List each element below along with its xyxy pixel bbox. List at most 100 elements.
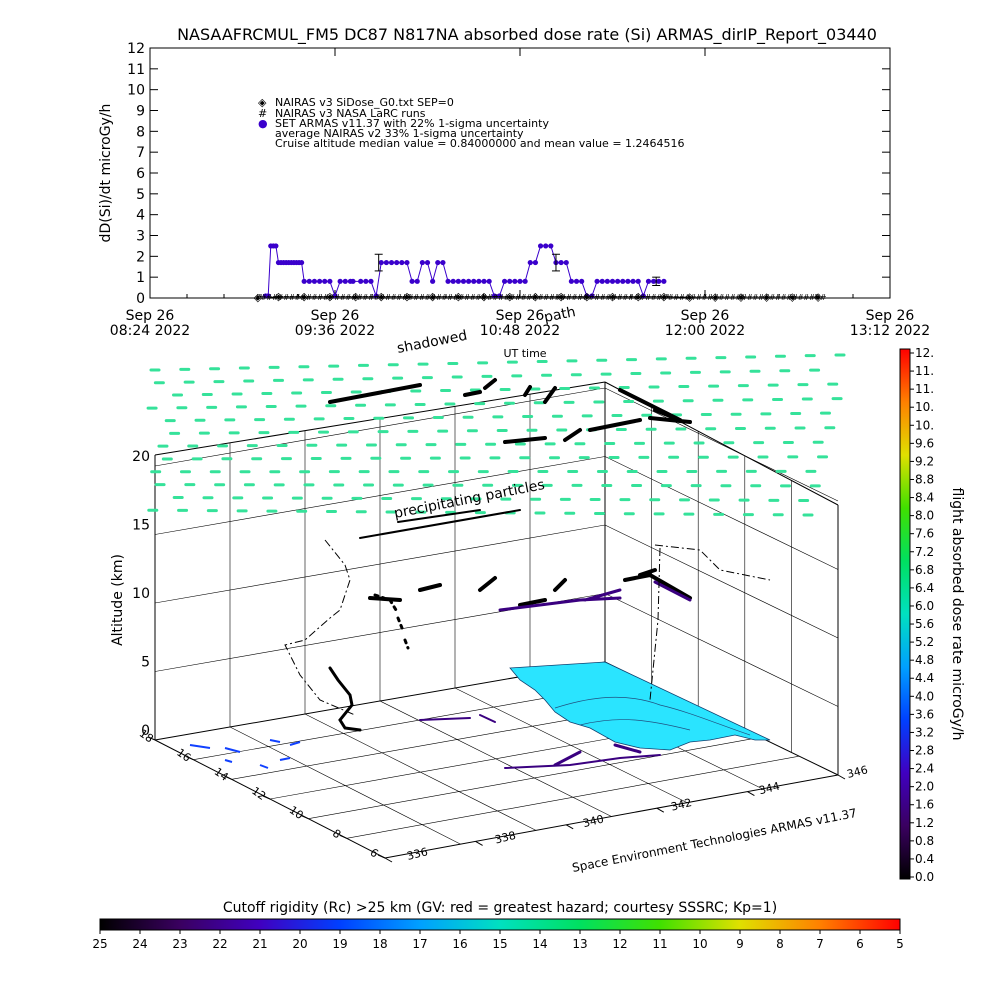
nairas-larc-point: #: [792, 293, 799, 302]
dose-rate-tick-label: 3.6: [915, 707, 934, 721]
rigidity-tick-label: 6: [856, 937, 864, 951]
armas-point: [609, 278, 616, 284]
armas-point: [486, 278, 492, 284]
armas-point: [615, 278, 621, 284]
latitude-tick-mark: [339, 834, 347, 839]
armas-point: [656, 278, 662, 284]
figure-title: NASAAFRCMUL_FM5 DC87 N817NA absorbed dos…: [177, 25, 877, 45]
nairas-larc-point: #: [288, 293, 295, 302]
armas-point: [424, 259, 431, 266]
armas-point: [419, 259, 425, 266]
nairas-point: ◈: [737, 291, 746, 304]
annotation-path: path: [543, 304, 577, 326]
cutoff-rigidity-field: [146, 353, 846, 517]
rigidity-tick-label: 25: [92, 937, 107, 951]
dose-rate-tick-label: 6.0: [915, 599, 934, 613]
dose-rate-colorbar-fill: [899, 348, 911, 880]
armas-point: [368, 278, 374, 284]
altitude-tick-label: 5: [141, 655, 150, 671]
rigidity-tick-label: 7: [816, 937, 824, 951]
armas-point: [594, 278, 600, 284]
y-tick-label: 9: [136, 104, 145, 120]
time-series-x-label: UT time: [503, 347, 546, 360]
dose-rate-tick-label: 5.2: [915, 635, 934, 649]
nairas-point: ◈: [788, 291, 797, 304]
armas-point: [599, 278, 605, 284]
nairas-larc-point: #: [741, 293, 748, 302]
rigidity-colorbar: Cutoff rigidity (Rc) >25 km (GV: red = g…: [92, 900, 903, 951]
nairas-larc-point: #: [435, 293, 442, 302]
legend-entry-1: NAIRAS v3 NASA LaRC runs: [275, 107, 426, 120]
nairas-point: ◈: [685, 290, 694, 303]
nairas-larc-point: #: [775, 293, 782, 302]
series-line: [257, 296, 819, 299]
armas-point: [501, 278, 508, 284]
armas-point: [316, 278, 323, 284]
rigidity-colorbar-fill: [99, 918, 901, 931]
armas-point: [414, 278, 420, 284]
longitude-tick-label: 340: [582, 812, 606, 830]
rigidity-tick-label: 13: [572, 937, 587, 951]
latitude-ticks: 6 8 10 12 14 16 18: [137, 727, 386, 860]
dose-rate-tick-label: 5.6: [915, 617, 934, 631]
nairas-larc-point: #: [820, 293, 827, 302]
latitude-tick-label: 14: [212, 765, 231, 784]
dose-rate-tick-label: 9.2: [915, 454, 934, 468]
nairas-larc-point: #: [396, 293, 403, 302]
nairas-larc-point: #: [390, 293, 397, 302]
nairas-larc-point: #: [356, 293, 363, 302]
nairas-larc-point: #: [413, 293, 420, 302]
dose-rate-tick-label: 4.0: [915, 689, 934, 703]
armas-point: [512, 278, 518, 284]
y-tick-label: 0: [136, 291, 145, 307]
nairas-larc-point: #: [469, 293, 476, 302]
nairas-larc-point: #: [526, 293, 533, 302]
nairas-larc-point: #: [266, 293, 273, 302]
nairas-larc-point: #: [345, 293, 352, 302]
nairas-larc-point: #: [679, 293, 686, 302]
armas-point: [311, 278, 318, 284]
armas-point: [409, 278, 415, 284]
nairas-larc-point: #: [560, 293, 567, 302]
nairas-larc-point: #: [650, 293, 657, 302]
nairas-point: ◈: [254, 291, 263, 304]
longitude-tick-label: 344: [758, 780, 782, 798]
armas-point: [273, 243, 279, 249]
time-series-legend: ◈ NAIRAS v3 SiDose_G0.txt SEP=0 # NAIRAS…: [258, 96, 685, 150]
longitude-tick-mark: [747, 791, 755, 797]
armas-point: [604, 278, 610, 284]
dose-rate-tick-label: 9.6: [915, 436, 934, 450]
armas-point: [579, 278, 585, 284]
nairas-larc-point: #: [588, 293, 595, 302]
latitude-tick-label: 10: [287, 803, 306, 822]
rigidity-tick-label: 14: [532, 937, 547, 951]
armas-point: [404, 259, 410, 266]
latitude-tick-mark: [301, 815, 309, 820]
nairas-larc-point: #: [605, 293, 612, 302]
armas-point: [301, 278, 307, 284]
armas-point: [399, 259, 405, 266]
nairas-larc-point: #: [486, 293, 493, 302]
y-tick-label: 5: [136, 187, 145, 203]
nairas-larc-point: #: [763, 293, 770, 302]
latitude-tick-mark: [186, 756, 194, 761]
armas-point: [507, 278, 513, 284]
grid-line: [229, 726, 461, 845]
x-tick-label-date: Sep 26: [866, 308, 915, 324]
grid-line: [604, 593, 839, 707]
dose-rate-tick-label: 0.4: [915, 852, 934, 866]
altitude-ticks: 0 5 10 15 20: [132, 449, 150, 739]
nairas-point: ◈: [377, 290, 386, 303]
legend-symbol-1: #: [258, 107, 267, 120]
altitude-tick-label: 20: [132, 449, 150, 465]
x-tick-label-date: Sep 26: [311, 308, 360, 324]
armas-point: [527, 259, 533, 266]
nairas-larc-point: #: [684, 293, 691, 302]
time-series-data: ◈ ◈ ◈ ◈ ◈ ◈ ◈ ◈ ◈ ◈ ◈ ◈ ◈ ◈ ◈ ◈ ◈ ◈ ◈ ◈ ◈ ◈ ◈#################…: [254, 243, 827, 304]
nairas-larc-point: #: [424, 293, 431, 302]
dose-rate-tick-label: 6.4: [915, 581, 934, 595]
nairas-larc-point: #: [611, 293, 618, 302]
nairas-point: ◈: [428, 290, 437, 303]
coastline-land: [509, 661, 771, 751]
